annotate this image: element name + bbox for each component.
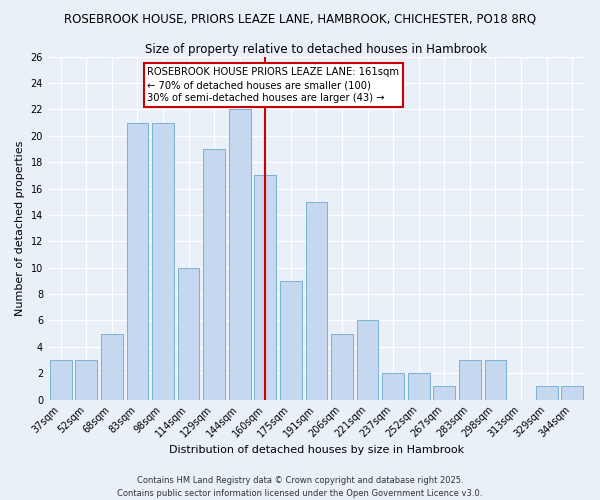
Bar (433, 386, 455, 400)
Bar (178, 268, 199, 400)
Bar (562, 386, 583, 400)
Bar (203, 149, 225, 400)
Bar (101, 334, 123, 400)
X-axis label: Distribution of detached houses by size in Hambrook: Distribution of detached houses by size … (169, 445, 464, 455)
Bar (280, 281, 302, 400)
Bar (76, 360, 97, 400)
Bar (229, 110, 251, 400)
Bar (408, 373, 430, 400)
Bar (331, 334, 353, 400)
Title: Size of property relative to detached houses in Hambrook: Size of property relative to detached ho… (145, 42, 487, 56)
Text: ROSEBROOK HOUSE PRIORS LEAZE LANE: 161sqm
← 70% of detached houses are smaller (: ROSEBROOK HOUSE PRIORS LEAZE LANE: 161sq… (147, 67, 399, 104)
Bar (382, 373, 404, 400)
Bar (152, 122, 174, 400)
Bar (485, 360, 506, 400)
Bar (536, 386, 557, 400)
Bar (459, 360, 481, 400)
Text: Contains HM Land Registry data © Crown copyright and database right 2025.
Contai: Contains HM Land Registry data © Crown c… (118, 476, 482, 498)
Bar (50, 360, 71, 400)
Y-axis label: Number of detached properties: Number of detached properties (15, 140, 25, 316)
Bar (305, 202, 328, 400)
Bar (357, 320, 379, 400)
Text: ROSEBROOK HOUSE, PRIORS LEAZE LANE, HAMBROOK, CHICHESTER, PO18 8RQ: ROSEBROOK HOUSE, PRIORS LEAZE LANE, HAMB… (64, 12, 536, 26)
Bar (254, 176, 276, 400)
Bar (127, 122, 148, 400)
